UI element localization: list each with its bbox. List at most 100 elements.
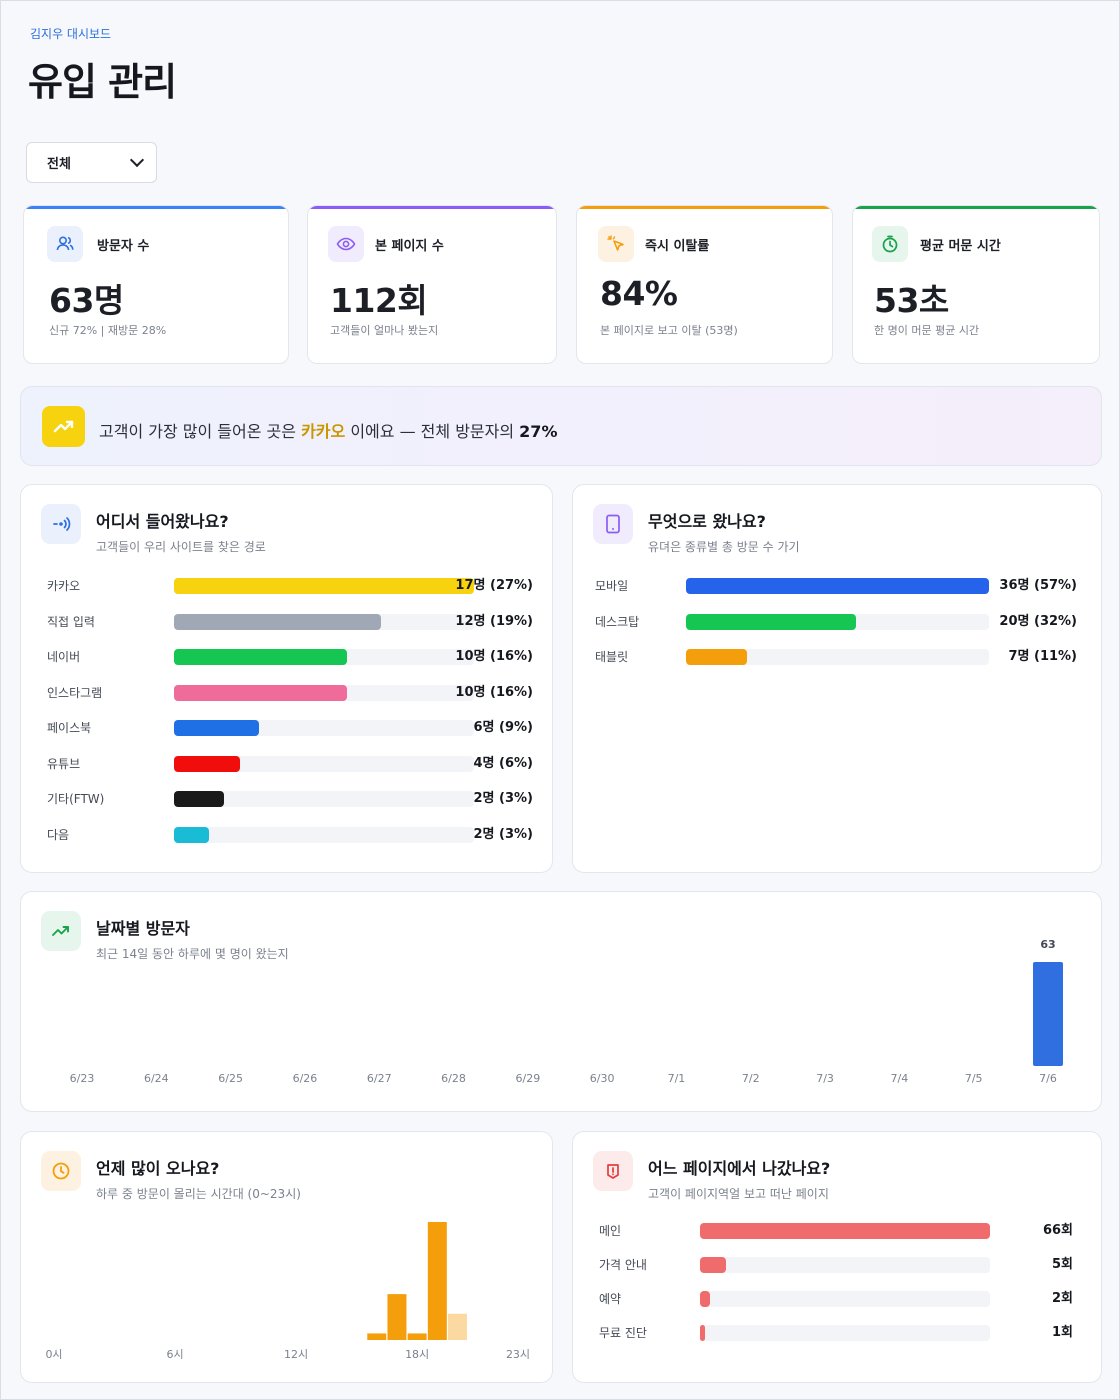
bar-value: 36명 (57%) — [999, 578, 1077, 593]
bar-track — [686, 613, 989, 630]
bar-fill — [174, 826, 209, 843]
insight-top-source: 카카오 — [301, 422, 346, 441]
hourly-tick-label: 6시 — [166, 1348, 184, 1361]
bar-label: 다음 — [47, 827, 70, 842]
breadcrumb[interactable]: 김지우 대시보드 — [30, 27, 112, 41]
period-filter-select[interactable]: 전체 — [26, 142, 157, 183]
bar-value: 10명 (16%) — [455, 649, 533, 664]
bar-row: 기타(FTW) 2명 (3%) — [47, 791, 533, 807]
daily-tick-label: 6/23 — [69, 1072, 95, 1085]
daily-tick-label: 6/28 — [441, 1072, 466, 1085]
daily-data-label: 63 — [1040, 938, 1056, 951]
hourly-tick-label: 18시 — [405, 1348, 430, 1361]
panel-title: 언제 많이 오나요? — [96, 1159, 220, 1178]
alert-exit-icon — [593, 1151, 633, 1191]
filter-selected-value: 전체 — [47, 157, 71, 172]
pointer-icon — [598, 226, 634, 262]
bar-track — [174, 826, 474, 843]
kpi-label: 본 페이지 수 — [375, 239, 444, 254]
bar-row: 다음 2명 (3%) — [47, 826, 534, 843]
bar-value: 12명 (19%) — [455, 613, 533, 629]
signal-icon — [41, 504, 81, 544]
bar-fill — [174, 578, 474, 594]
daily-tick-label: 7/3 — [816, 1072, 834, 1085]
exit-pages-panel: 어느 페이지에서 나갔나요? 고객이 페이지역얼 보고 떠난 페이지 메인 66회… — [572, 1131, 1102, 1383]
panel-title: 어디서 들어왔나요? — [96, 512, 229, 531]
panel-title: 무엇으로 왔나요? — [648, 512, 766, 531]
daily-chart-svg — [1033, 962, 1063, 1066]
panel-title: 날짜별 방문자 — [96, 919, 190, 938]
daily-tick-label: 6/24 — [143, 1072, 169, 1085]
bar-label: 인스타그램 — [47, 685, 103, 700]
bar-track — [700, 1257, 990, 1273]
chevron-down-icon — [129, 152, 145, 168]
bar-fill — [174, 613, 381, 630]
bar-fill — [174, 649, 347, 665]
kpi-card-bounce-rate: 즉시 이탈률 84% 본 페이지로 보고 이탈 (53명) — [576, 205, 833, 364]
bar-value: 2회 — [1051, 1291, 1073, 1306]
insight-text: 고객이 가장 많이 들어온 곳은 카카오 이에요 — 전체 방문자의 27% — [99, 418, 557, 442]
daily-tick-label: 7/6 — [1039, 1072, 1057, 1085]
bar-fill — [686, 613, 856, 630]
bar-track — [700, 1223, 990, 1239]
bar-track — [174, 720, 474, 736]
kpi-subtext: 본 페이지로 보고 이탈 (53명) — [600, 324, 738, 337]
bar-row: 무료 진단 1회 — [599, 1325, 1073, 1341]
kpi-accent-bar — [308, 206, 556, 209]
bar-label: 태블릿 — [595, 650, 629, 664]
daily-tick-label: 6/25 — [218, 1072, 243, 1085]
bar-label: 무료 진단 — [599, 1326, 647, 1340]
panel-subtitle: 유뎌은 종류별 총 방문 수 가기 — [648, 540, 800, 554]
bar-row: 직접 입력 12명 (19%) — [47, 613, 533, 630]
trending-up-icon — [42, 406, 85, 447]
kpi-accent-bar — [577, 206, 832, 209]
bar-track — [174, 791, 474, 807]
panel-subtitle: 고객들이 우리 사이트를 찾은 경로 — [96, 540, 266, 554]
bar-track — [174, 649, 474, 665]
daily-tick-label: 7/1 — [667, 1072, 686, 1085]
kpi-subtext: 고객들이 얼마나 봤는지 — [330, 324, 439, 337]
kpi-value: 112회 — [330, 281, 428, 320]
bar-fill — [686, 649, 747, 665]
bar-value: 20명 (32%) — [999, 613, 1077, 629]
bar-value: 7명 (11%) — [1008, 649, 1077, 664]
kpi-card-pageviews: 본 페이지 수 112회 고객들이 얼마나 봤는지 — [307, 205, 557, 364]
bar-value: 2명 (3%) — [473, 826, 534, 842]
daily-tick-label: 7/4 — [890, 1072, 909, 1085]
timer-icon — [872, 226, 908, 262]
panel-subtitle: 최근 14일 동안 하루에 몇 명이 왔는지 — [96, 947, 289, 961]
bar-value: 6명 (9%) — [473, 720, 534, 735]
bar-label: 메인 — [599, 1224, 622, 1238]
hourly-tick-label: 23시 — [505, 1348, 531, 1361]
page-title: 유입 관리 — [28, 60, 177, 104]
kpi-accent-bar — [24, 206, 288, 209]
bar-value: 5회 — [1051, 1257, 1073, 1272]
insight-banner: 고객이 가장 많이 들어온 곳은 카카오 이에요 — 전체 방문자의 27% — [20, 386, 1102, 466]
bar-track — [700, 1325, 990, 1341]
insight-percent: 27% — [519, 422, 558, 441]
bar-label: 모바일 — [595, 579, 629, 593]
bar-value: 10명 (16%) — [455, 684, 533, 700]
bar-track — [686, 578, 989, 594]
hourly-chart-svg — [367, 1222, 467, 1340]
kpi-subtext: 한 명이 머문 평균 시간 — [874, 324, 980, 337]
hourly-bar-19 — [427, 1222, 447, 1340]
bar-track — [174, 613, 474, 630]
bar-fill — [700, 1325, 705, 1341]
kpi-label: 즉시 이탈률 — [645, 239, 710, 254]
insight-prefix: 고객이 가장 많이 들어온 곳은 — [99, 422, 302, 441]
bar-track — [700, 1291, 990, 1307]
bar-value: 4명 (6%) — [473, 755, 534, 771]
daily-tick-label: 6/30 — [589, 1072, 615, 1085]
bar-label: 네이버 — [47, 650, 81, 664]
bar-row: 태블릿 7명 (11%) — [595, 649, 1077, 665]
bar-row: 예약 2회 — [599, 1291, 1073, 1307]
kpi-value: 53초 — [874, 281, 949, 320]
bar-track — [686, 649, 989, 665]
hourly-bar-20 — [447, 1313, 467, 1340]
kpi-subtext: 신규 72% | 재방문 28% — [49, 324, 167, 337]
bar-row: 메인 66회 — [599, 1223, 1073, 1239]
panel-title: 어느 페이지에서 나갔나요? — [648, 1159, 831, 1178]
bar-label: 카카오 — [47, 579, 81, 593]
